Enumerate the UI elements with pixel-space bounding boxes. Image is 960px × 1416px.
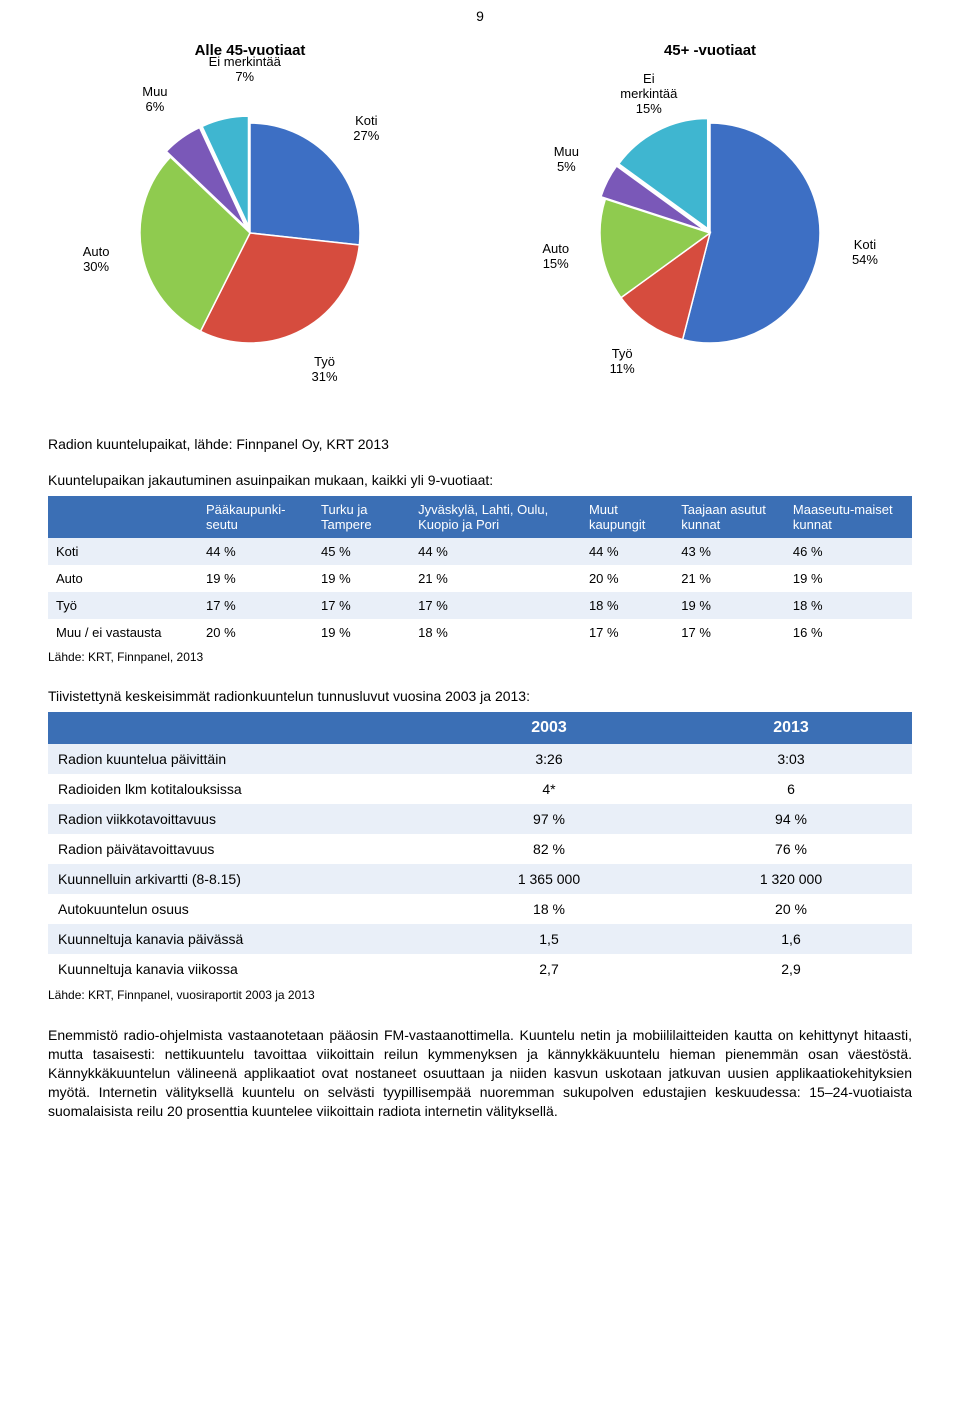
table-cell: Koti — [48, 538, 198, 565]
table-cell: 1,6 — [670, 924, 912, 954]
table1-source: Lähde: KRT, Finnpanel, 2013 — [0, 650, 960, 678]
table-cell: 20 % — [670, 894, 912, 924]
pie-chart-over45: 45+ -vuotiaatKoti 54%Työ 11%Auto 15%Muu … — [490, 42, 930, 392]
table-cell: Muu / ei vastausta — [48, 619, 198, 646]
table-cell: 4* — [428, 774, 670, 804]
table-header-cell: Muut kaupungit — [581, 496, 673, 538]
table-cell: Autokuuntelun osuus — [48, 894, 428, 924]
table-cell: 6 — [670, 774, 912, 804]
table-cell: Radioiden lkm kotitalouksissa — [48, 774, 428, 804]
table-cell: 3:03 — [670, 744, 912, 774]
table-header-cell: Turku ja Tampere — [313, 496, 410, 538]
table-cell: 1,5 — [428, 924, 670, 954]
table-cell: 2,9 — [670, 954, 912, 984]
table-cell: 97 % — [428, 804, 670, 834]
table-cell: 44 % — [198, 538, 313, 565]
table-cell: 17 % — [198, 592, 313, 619]
table2-source: Lähde: KRT, Finnpanel, vuosiraportit 200… — [0, 988, 960, 1016]
table-cell: 44 % — [410, 538, 581, 565]
table-cell: 19 % — [313, 565, 410, 592]
table-cell: 16 % — [785, 619, 912, 646]
table-cell: Auto — [48, 565, 198, 592]
table-cell: Työ — [48, 592, 198, 619]
table-cell: 17 % — [581, 619, 673, 646]
body-paragraph: Enemmistö radio-ohjelmista vastaanotetaa… — [0, 1016, 960, 1130]
table-cell: 94 % — [670, 804, 912, 834]
table-header-cell: Jyväskylä, Lahti, Oulu, Kuopio ja Pori — [410, 496, 581, 538]
location-by-region-table: Pääkaupunki-seutuTurku ja TampereJyväsky… — [48, 496, 912, 646]
table-row: Autokuuntelun osuus18 %20 % — [48, 894, 912, 924]
table-row: Kuunneltuja kanavia viikossa2,72,9 — [48, 954, 912, 984]
table-row: Työ17 %17 %17 %18 %19 %18 % — [48, 592, 912, 619]
table-cell: 19 % — [785, 565, 912, 592]
table-cell: 82 % — [428, 834, 670, 864]
table-cell: 44 % — [581, 538, 673, 565]
charts-source-caption: Radion kuuntelupaikat, lähde: Finnpanel … — [0, 432, 960, 462]
pie-slice — [250, 123, 360, 245]
table-row: Kuunneltuja kanavia päivässä1,51,6 — [48, 924, 912, 954]
table-cell: 21 % — [673, 565, 785, 592]
table-cell: 19 % — [673, 592, 785, 619]
table-header-cell: 2003 — [428, 712, 670, 744]
table-cell: 3:26 — [428, 744, 670, 774]
table-row: Radion viikkotavoittavuus97 %94 % — [48, 804, 912, 834]
table-cell: 19 % — [313, 619, 410, 646]
table-cell: 17 % — [313, 592, 410, 619]
table-cell: Radion kuuntelua päivittäin — [48, 744, 428, 774]
pie-charts-row: Alle 45-vuotiaatKoti 27%Työ 31%Auto 30%M… — [0, 32, 960, 432]
table-row: Muu / ei vastausta20 %19 %18 %17 %17 %16… — [48, 619, 912, 646]
table-cell: Radion viikkotavoittavuus — [48, 804, 428, 834]
table-header-cell — [48, 496, 198, 538]
pie-title: 45+ -vuotiaat — [490, 42, 930, 59]
table-cell: Kuunnelluin arkivartti (8-8.15) — [48, 864, 428, 894]
table-cell: 19 % — [198, 565, 313, 592]
table-cell: 17 % — [673, 619, 785, 646]
table-cell: 18 % — [581, 592, 673, 619]
table1-heading: Kuuntelupaikan jakautuminen asuinpaikan … — [0, 462, 960, 496]
table-cell: Kuunneltuja kanavia viikossa — [48, 954, 428, 984]
table-cell: 1 320 000 — [670, 864, 912, 894]
table-cell: 45 % — [313, 538, 410, 565]
table-row: Radioiden lkm kotitalouksissa4*6 — [48, 774, 912, 804]
table-header-cell: Taajaan asutut kunnat — [673, 496, 785, 538]
table-header-cell: 2013 — [670, 712, 912, 744]
table-cell: 21 % — [410, 565, 581, 592]
page-number: 9 — [0, 0, 960, 32]
table-cell: 2,7 — [428, 954, 670, 984]
table-row: Auto19 %19 %21 %20 %21 %19 % — [48, 565, 912, 592]
table-cell: 18 % — [410, 619, 581, 646]
table-cell: 1 365 000 — [428, 864, 670, 894]
table-cell: 18 % — [785, 592, 912, 619]
table-cell: Kuunneltuja kanavia päivässä — [48, 924, 428, 954]
table-cell: 20 % — [581, 565, 673, 592]
key-figures-table: 20032013 Radion kuuntelua päivittäin3:26… — [48, 712, 912, 984]
table-cell: 17 % — [410, 592, 581, 619]
table-cell: 18 % — [428, 894, 670, 924]
table-row: Kuunnelluin arkivartti (8-8.15)1 365 000… — [48, 864, 912, 894]
table-header-cell: Pääkaupunki-seutu — [198, 496, 313, 538]
table-row: Koti44 %45 %44 %44 %43 %46 % — [48, 538, 912, 565]
table-cell: Radion päivätavoittavuus — [48, 834, 428, 864]
table-cell: 76 % — [670, 834, 912, 864]
table-cell: 43 % — [673, 538, 785, 565]
table-cell: 20 % — [198, 619, 313, 646]
table-header-cell — [48, 712, 428, 744]
table-row: Radion päivätavoittavuus82 %76 % — [48, 834, 912, 864]
table-row: Radion kuuntelua päivittäin3:263:03 — [48, 744, 912, 774]
pie-chart-under45: Alle 45-vuotiaatKoti 27%Työ 31%Auto 30%M… — [30, 42, 470, 392]
table-cell: 46 % — [785, 538, 912, 565]
table2-heading: Tiivistettynä keskeisimmät radionkuuntel… — [0, 678, 960, 712]
table-header-cell: Maaseutu-maiset kunnat — [785, 496, 912, 538]
pie-title: Alle 45-vuotiaat — [30, 42, 470, 59]
